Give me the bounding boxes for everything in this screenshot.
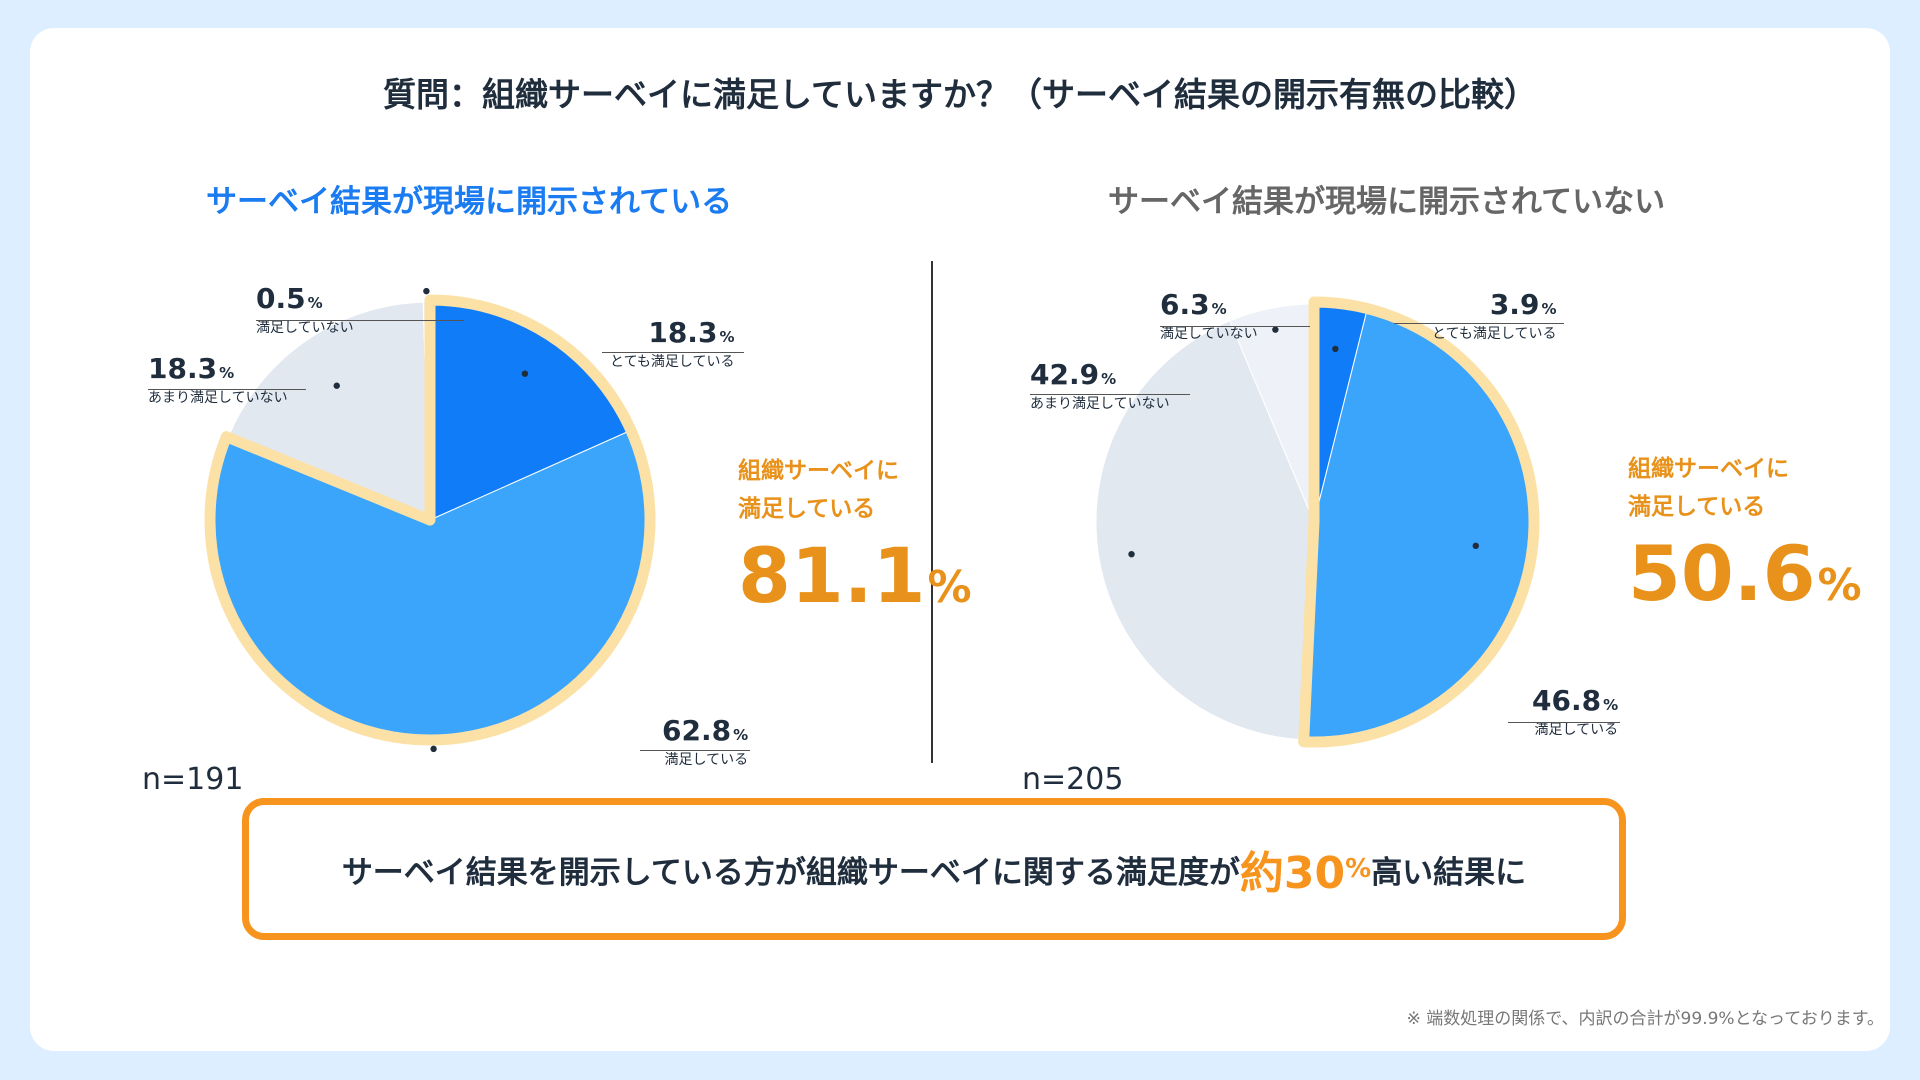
percent-unit: % [219,364,235,382]
right-caption-very-satisfied: とても満足している [1432,326,1557,342]
right-satisfied-total: 組織サーベイに 満足している 50.6% [1624,450,1868,628]
right-value-very-satisfied: 3.9 [1489,288,1540,321]
right-label-not-satisfied: 6.3% 満足していない [1160,288,1258,343]
left-satisfied-value: 81.1 [738,531,926,620]
page-title: 質問：組織サーベイに満足していますか？（サーベイ結果の開示有無の比較） [382,75,1537,114]
pie-left-satisfied-outline [204,294,656,746]
right-leader-not-satisfied [1160,326,1310,327]
left-caption-not-satisfied: 満足していない [256,320,354,336]
right-leader-satisfied [1508,722,1620,723]
left-chart-title: サーベイ結果が現場に開示されている [206,184,733,220]
pie-right-leader-dot-not-satisfied [1272,326,1279,333]
right-chart-title: サーベイ結果が現場に開示されていない [1108,184,1666,220]
pie-left-slice-not-very-satisfied [227,301,431,521]
left-leader-not-satisfied [256,320,464,321]
right-caption-not-very-satisfied: あまり満足していない [1030,396,1170,412]
left-value-very-satisfied: 18.3 [648,316,718,349]
conclusion-box: サーベイ結果を開示している方が組織サーベイに関する満足度が 約30% 高い結果に [242,798,1626,940]
percent-unit: % [733,726,749,744]
percent-unit: % [1101,370,1117,388]
left-satisfied-percentage: 81.1% [734,531,978,630]
right-value-satisfied: 46.8 [1532,684,1602,717]
pie-right-leader-dot-satisfied [1472,542,1479,550]
right-pie-chart [1095,296,1540,748]
right-satisfied-percentage: 50.6% [1624,529,1868,628]
pie-left-leader-dot-very-satisfied [521,370,529,377]
right-satisfied-value: 50.6 [1628,529,1816,618]
percent-unit: % [1603,696,1619,714]
left-satisfied-total: 組織サーベイに 満足している 81.1% [734,452,978,630]
left-pie-chart [204,287,656,753]
left-caption-very-satisfied: とても満足している [610,354,735,370]
pie-left-leader-dot-not-satisfied [423,287,430,295]
chart-divider [931,261,933,763]
right-satisfied-label-line2: 満足している [1628,494,1766,520]
pie-right-leader-dot-very-satisfied [1332,345,1339,353]
percent-unit: % [927,562,972,613]
right-label-satisfied: 46.8% 満足している [1532,684,1618,739]
left-satisfied-label-line2: 満足している [738,496,876,522]
left-satisfied-label-line1: 組織サーベイに [738,458,899,484]
conclusion-text-after: 高い結果に [1371,854,1527,891]
percent-unit: % [719,328,735,346]
footnote: ※ 端数処理の関係で、内訳の合計が99.9%となっております。 [1406,1009,1884,1029]
percent-unit: % [1211,300,1227,318]
right-satisfied-label-line1: 組織サーベイに [1628,456,1789,482]
percent-unit: % [1541,300,1557,318]
left-leader-not-very-satisfied [148,389,306,390]
left-caption-not-very-satisfied: あまり満足していない [148,390,288,406]
percent-unit: % [1817,560,1862,611]
pie-left-leader-dot-satisfied [430,745,437,753]
right-leader-not-very-satisfied [1030,394,1190,395]
pie-right-slice-not-very-satisfied [1095,320,1315,741]
right-value-not-very-satisfied: 42.9 [1030,358,1100,391]
left-caption-satisfied: 満足している [664,752,749,768]
right-sample-size: n=205 [1022,762,1124,797]
conclusion-text-before: サーベイ結果を開示している方が組織サーベイに関する満足度が [341,854,1240,891]
left-value-not-satisfied: 0.5 [256,282,306,315]
left-value-not-very-satisfied: 18.3 [148,352,218,385]
right-leader-very-satisfied [1394,323,1564,324]
right-value-not-satisfied: 6.3 [1160,288,1210,321]
right-label-very-satisfied: 3.9% とても満足している [1432,288,1556,343]
left-sample-size: n=191 [142,762,244,797]
left-value-satisfied: 62.8 [662,714,732,747]
percent-unit: % [307,294,323,312]
left-leader-satisfied [640,750,750,751]
conclusion-percent: % [1345,854,1372,884]
left-label-not-very-satisfied: 18.3% あまり満足していない [148,352,288,407]
left-label-satisfied: 62.8% 満足している [662,714,748,769]
pie-right-leader-dot-not-very-satisfied [1128,550,1135,558]
pie-right-satisfied-outline [1298,296,1540,748]
left-leader-very-satisfied [602,352,744,353]
left-label-very-satisfied: 18.3% とても満足している [610,316,734,371]
right-label-not-very-satisfied: 42.9% あまり満足していない [1030,358,1170,413]
conclusion-highlight: 約30 [1239,848,1346,899]
right-caption-not-satisfied: 満足していない [1160,326,1258,342]
pie-left-leader-dot-not-very-satisfied [333,382,340,389]
left-label-not-satisfied: 0.5% 満足していない [256,282,354,337]
right-caption-satisfied: 満足している [1534,722,1619,738]
